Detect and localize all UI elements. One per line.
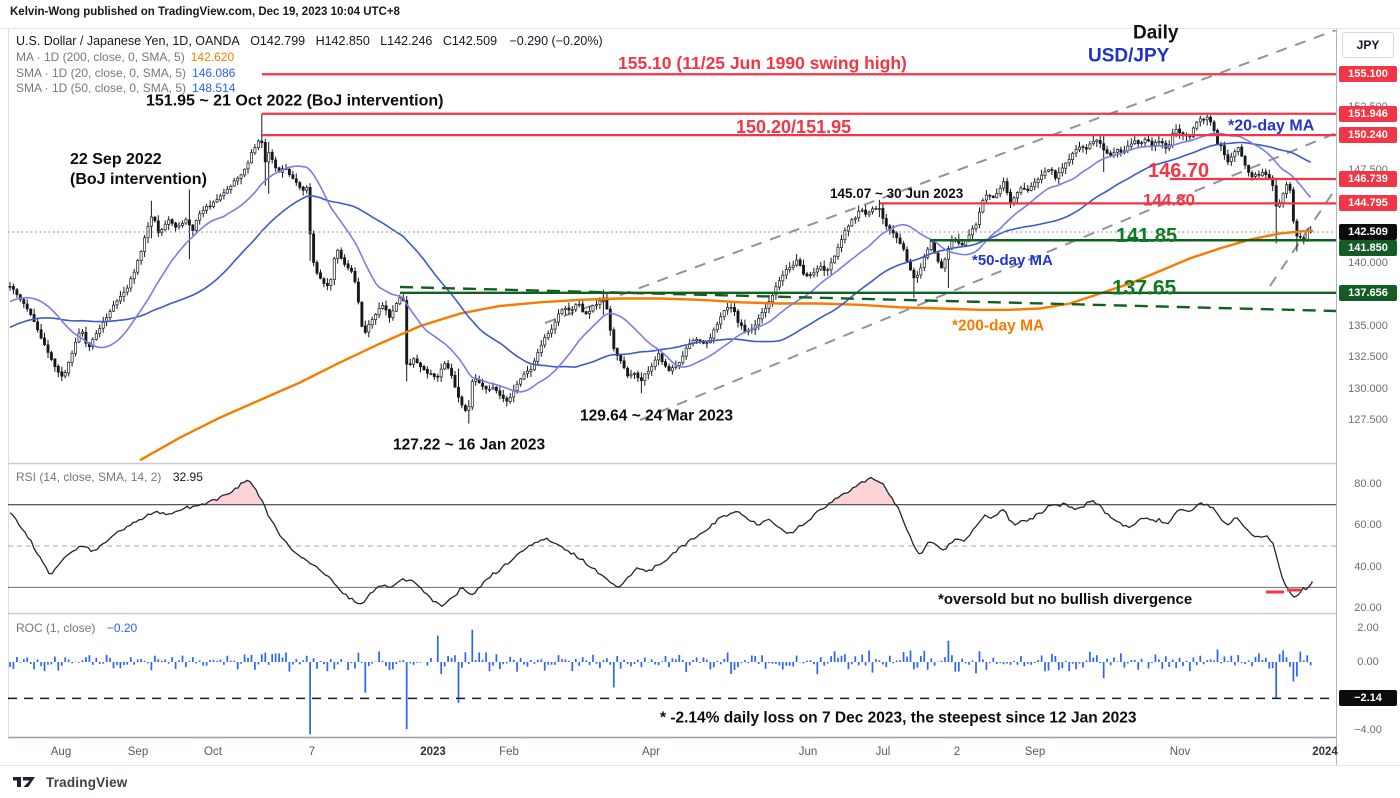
roc-axis-label: 2.00 xyxy=(1357,622,1379,634)
price-axis-label: 137.656 xyxy=(1339,284,1397,301)
price-axis-label: 144.795 xyxy=(1339,195,1397,212)
open-value: O142.799 xyxy=(250,34,306,48)
tradingview-logo-icon[interactable] xyxy=(12,774,38,790)
chart-annotation: *50-day MA xyxy=(972,252,1053,270)
tradingview-logo-text[interactable]: TradingView xyxy=(46,774,128,790)
chart-annotation: 151.95 ~ 21 Oct 2022 (BoJ intervention) xyxy=(146,92,444,110)
change-value: −0.290 (−0.20%) xyxy=(509,34,603,48)
ma-legend-row[interactable]: MA · 1D (200, close, 0, SMA, 5) 142.620 xyxy=(16,49,603,65)
chart-annotation: 129.64 ~ 24 Mar 2023 xyxy=(580,407,733,425)
price-axis-label: 141.850 xyxy=(1339,239,1397,256)
ma-legend-label: SMA · 1D (20, close, 0, SMA, 5) xyxy=(16,65,187,80)
roc-label: ROC (1, close) xyxy=(16,621,96,635)
ma-legend-row[interactable]: SMA · 1D (20, close, 0, SMA, 5) 146.086 xyxy=(16,65,603,81)
roc-value: −0.20 xyxy=(106,621,138,635)
time-axis-label: Jun xyxy=(798,746,818,758)
price-axis-label: 132.500 xyxy=(1348,351,1388,364)
time-axis-label: 2 xyxy=(953,746,961,758)
time-axis-label: 7 xyxy=(308,746,316,758)
time-axis-label: Sep xyxy=(1024,746,1046,758)
price-axis-label: 151.946 xyxy=(1339,105,1397,122)
time-axis-label: Feb xyxy=(499,746,519,758)
ma-legend-row[interactable]: SMA · 1D (50, close, 0, SMA, 5) 148.514 xyxy=(16,80,603,96)
rsi-header[interactable]: RSI (14, close, SMA, 14, 2) 32.95 xyxy=(16,468,203,486)
rsi-axis-label: 60.00 xyxy=(1354,519,1382,532)
attribution-text: Kelvin-Wong published on TradingView.com… xyxy=(10,6,400,18)
roc-axis-label: −2.14 xyxy=(1339,690,1397,707)
symbol-ohlc-row[interactable]: U.S. Dollar / Japanese Yen, 1D, OANDA O1… xyxy=(16,33,603,49)
ma-legend-value: 148.514 xyxy=(192,81,236,95)
price-axis-label: 127.500 xyxy=(1348,414,1388,427)
price-axis-label: 130.000 xyxy=(1348,382,1388,395)
rsi-value: 32.95 xyxy=(172,470,203,484)
chart-annotation: * -2.14% daily loss on 7 Dec 2023, the s… xyxy=(660,709,1137,727)
symbol-title: U.S. Dollar / Japanese Yen, 1D, OANDA xyxy=(16,34,240,48)
price-axis-label: 140.000 xyxy=(1348,257,1388,270)
chart-annotation: *200-day MA xyxy=(952,317,1045,335)
chart-annotation: *20-day MA xyxy=(1228,117,1315,135)
roc-axis-label: −4.00 xyxy=(1354,724,1382,736)
chart-annotation: USD/JPY xyxy=(1088,45,1170,67)
roc-header[interactable]: ROC (1, close) −0.20 xyxy=(16,619,137,637)
price-axis-label: 155.100 xyxy=(1339,66,1397,83)
ma-legend: MA · 1D (200, close, 0, SMA, 5) 142.620 SM… xyxy=(16,49,603,96)
ma-legend-value: 146.086 xyxy=(192,65,236,80)
time-axis-label: Oct xyxy=(204,746,222,758)
chart-annotation: 22 Sep 2022 (BoJ intervention) xyxy=(70,151,207,189)
chart-annotation: 144.80 xyxy=(1143,190,1195,210)
chart-annotation: 141.85 xyxy=(1116,225,1178,248)
time-axis-label: 2024 xyxy=(1312,746,1338,758)
time-axis-label: Jul xyxy=(875,746,891,758)
price-axis-label: 142.509 xyxy=(1339,224,1397,240)
close-value: C142.509 xyxy=(442,34,498,48)
chart-annotation: 150.20/151.95 xyxy=(736,117,852,138)
time-axis-label: Sep xyxy=(127,746,149,758)
ma-legend-label: SMA · 1D (50, close, 0, SMA, 5) xyxy=(16,81,187,95)
chart-annotation: Daily xyxy=(1133,22,1179,44)
chart-annotation: *oversold but no bullish divergence xyxy=(938,591,1193,609)
rsi-axis-label: 80.00 xyxy=(1354,478,1382,490)
ma-legend-value: 142.620 xyxy=(190,50,235,64)
chart-annotation: 145.07 ~ 30 Jun 2023 xyxy=(830,186,964,202)
chart-annotation: 127.22 ~ 16 Jan 2023 xyxy=(393,436,546,454)
time-axis-label: Apr xyxy=(642,746,660,758)
price-axis-label: 146.739 xyxy=(1339,171,1397,187)
rsi-axis-label: 40.00 xyxy=(1354,560,1382,573)
chart-annotation: 155.10 (11/25 Jun 1990 swing high) xyxy=(618,53,907,74)
logo-bar: TradingView xyxy=(0,766,1400,798)
rsi-axis-label: 20.00 xyxy=(1354,602,1382,614)
low-value: L142.246 xyxy=(380,34,433,48)
time-axis-label: 2023 xyxy=(420,746,446,758)
time-axis-label: Aug xyxy=(50,746,72,758)
chart-annotation: 137.65 xyxy=(1112,276,1177,300)
roc-axis-label: 0.00 xyxy=(1357,656,1379,668)
currency-axis-button[interactable]: JPY xyxy=(1342,32,1394,58)
time-axis-label: Nov xyxy=(1169,746,1191,758)
price-axis-label: 135.000 xyxy=(1348,320,1388,333)
rsi-label: RSI (14, close, SMA, 14, 2) xyxy=(16,470,162,484)
chart-annotation: 146.70 xyxy=(1148,160,1210,183)
price-axis-label: 150.240 xyxy=(1339,127,1397,144)
chart-legend[interactable]: U.S. Dollar / Japanese Yen, 1D, OANDA O1… xyxy=(16,33,603,96)
ma-legend-label: MA · 1D (200, close, 0, SMA, 5) xyxy=(16,50,185,64)
high-value: H142.850 xyxy=(315,34,370,48)
